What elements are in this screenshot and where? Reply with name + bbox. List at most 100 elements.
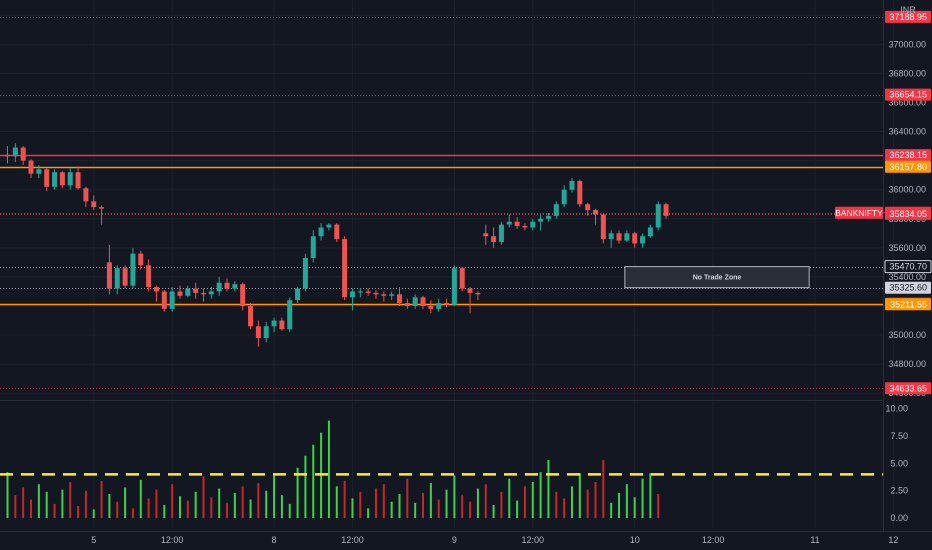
volume-bar [61,489,64,519]
candle-body [91,201,97,208]
candle-body [577,180,583,205]
volume-bar [100,480,103,519]
volume-bar [445,489,448,519]
volume-bar [312,444,315,519]
candle-body [561,189,567,205]
price-level-box [885,149,931,162]
volume-bar [241,486,244,519]
currency-label[interactable]: INR [900,5,916,15]
volume-bar [335,486,338,519]
candle-body [12,147,18,157]
candle-body [506,221,512,225]
candle-body [436,303,442,309]
volume-axis[interactable]: 0.00 2.50 5.00 7.50 10.00 [885,404,908,524]
volume-bar [304,455,307,519]
price-level-box [885,281,931,294]
candle-body [326,224,332,228]
price-level-box [885,160,931,173]
volume-bar [218,488,221,519]
candle-body [271,320,277,327]
symbol-tag-label: BANKNIFTY [835,208,883,218]
time-tick-label: 9 [452,535,457,545]
volume-bar [398,494,401,519]
volume-bar [37,484,40,519]
volume-bar [186,500,189,519]
candle-body [420,297,426,306]
volume-bar [633,497,636,519]
candle-body [177,291,183,296]
candle-body [52,172,58,187]
time-tick-label: 10 [630,535,640,545]
volume-bar [649,473,652,519]
candle-body [357,291,363,293]
price-level-value: 34633.65 [889,383,927,393]
volume-bar [523,486,526,519]
candle-body [255,326,261,338]
volume-bar [178,496,181,519]
volume-tick-label: 7.50 [890,431,908,441]
candle-body [444,303,450,305]
horizontal-levels[interactable] [0,17,883,389]
volume-tick-label: 5.00 [890,458,908,468]
candle-body [498,224,504,243]
price-level-value: 36157.80 [889,162,927,172]
candle-body [647,227,653,237]
volume-bar [625,484,628,519]
volume-bar [453,475,456,519]
candle-body [342,239,348,298]
candlestick-series [5,143,669,347]
price-level-value: 35834.05 [889,209,927,219]
volume-bar [131,508,134,519]
price-level-box [885,88,931,101]
price-level-box [884,260,932,274]
no-trade-zone-box[interactable] [624,266,810,289]
price-level-box [885,298,931,311]
volume-bar [422,492,425,519]
price-level-value: 36238.15 [889,150,927,160]
volume-bar [429,483,432,519]
volume-bar [233,492,236,519]
candle-body [216,282,222,292]
candle-body [412,297,418,306]
price-tick-label: 36400.00 [888,127,926,137]
price-level-value: 35211.55 [890,299,927,309]
time-axis[interactable]: 5 12:00 8 12:00 9 12:00 10 12:00 11 12 [91,535,898,545]
no-trade-zone-annotation[interactable]: No Trade Zone [624,266,810,289]
candle-body [44,169,50,187]
volume-bar [594,481,597,519]
volume-bar [53,503,56,519]
volume-bar [265,490,268,519]
candle-body [287,300,293,330]
volume-bar [273,473,276,519]
volume-bar [563,498,566,519]
volume-bar [124,487,127,519]
volume-tick-label: 2.50 [890,486,908,496]
volume-bar [351,498,354,519]
candle-body [616,233,622,241]
candle-body [483,233,489,237]
volume-bar [476,488,479,519]
candle-body [585,204,591,211]
candle-body [99,207,105,209]
candle-body [467,288,473,293]
candle-body [224,282,230,289]
volume-bar [516,500,519,519]
volume-bar [6,472,9,519]
no-trade-zone-label: No Trade Zone [693,275,742,282]
time-tick-label: 12 [888,535,898,545]
candle-body [106,262,112,289]
volume-bar [202,476,205,519]
candle-body [248,305,254,327]
candle-body [600,214,606,240]
time-tick-label: 12:00 [702,535,725,545]
candle-body [146,265,152,288]
volume-bar [210,497,213,519]
volume-bar [249,499,252,519]
candle-body [365,291,371,293]
candle-body [530,221,536,228]
candle-body [514,221,520,227]
candle-body [59,172,65,186]
volume-bar [618,492,621,519]
volume-bar [610,502,613,519]
